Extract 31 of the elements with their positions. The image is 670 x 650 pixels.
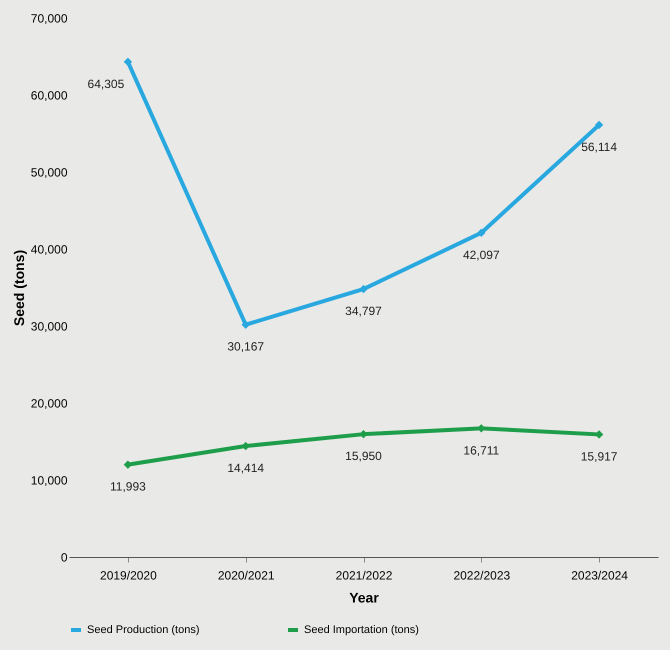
data-label: 64,305 bbox=[88, 76, 125, 91]
y-tick-label: 30,000 bbox=[30, 320, 68, 334]
data-label: 11,993 bbox=[110, 480, 146, 494]
y-tick-label: 10,000 bbox=[30, 474, 68, 488]
y-tick-label: 60,000 bbox=[30, 88, 68, 102]
data-label: 30,167 bbox=[227, 340, 264, 354]
legend-label: Seed Importation (tons) bbox=[304, 624, 419, 636]
y-tick-label: 50,000 bbox=[30, 166, 68, 180]
data-label: 15,950 bbox=[345, 449, 382, 464]
x-tick-label: 2021/2022 bbox=[336, 568, 393, 582]
data-label: 14,414 bbox=[227, 461, 264, 476]
point bbox=[594, 120, 604, 130]
y-tick-label: 0 bbox=[60, 550, 68, 564]
x-tick-label: 2019/2020 bbox=[100, 568, 158, 582]
data-label: 16,711 bbox=[463, 443, 500, 458]
y-tick-label: 70,000 bbox=[30, 12, 68, 26]
data-label: 34,797 bbox=[345, 304, 382, 318]
x-tick-label: 2022/2023 bbox=[453, 568, 510, 582]
x-axis-title: Year bbox=[349, 590, 380, 606]
point bbox=[242, 320, 250, 329]
legend-label: Seed Production (tons) bbox=[87, 624, 200, 636]
x-tick-label: 2020/2021 bbox=[218, 568, 275, 582]
point bbox=[124, 58, 132, 66]
y-tick-label: 40,000 bbox=[30, 242, 68, 256]
x-tick-label: 2023/2024 bbox=[571, 568, 628, 582]
point bbox=[477, 228, 486, 238]
data-label: 15,917 bbox=[580, 449, 618, 464]
data-label: 42,097 bbox=[462, 248, 500, 262]
y-tick-label: 20,000 bbox=[30, 396, 68, 410]
data-label: 56,114 bbox=[581, 140, 618, 154]
y-axis-title: Seed (tons) bbox=[10, 250, 27, 326]
